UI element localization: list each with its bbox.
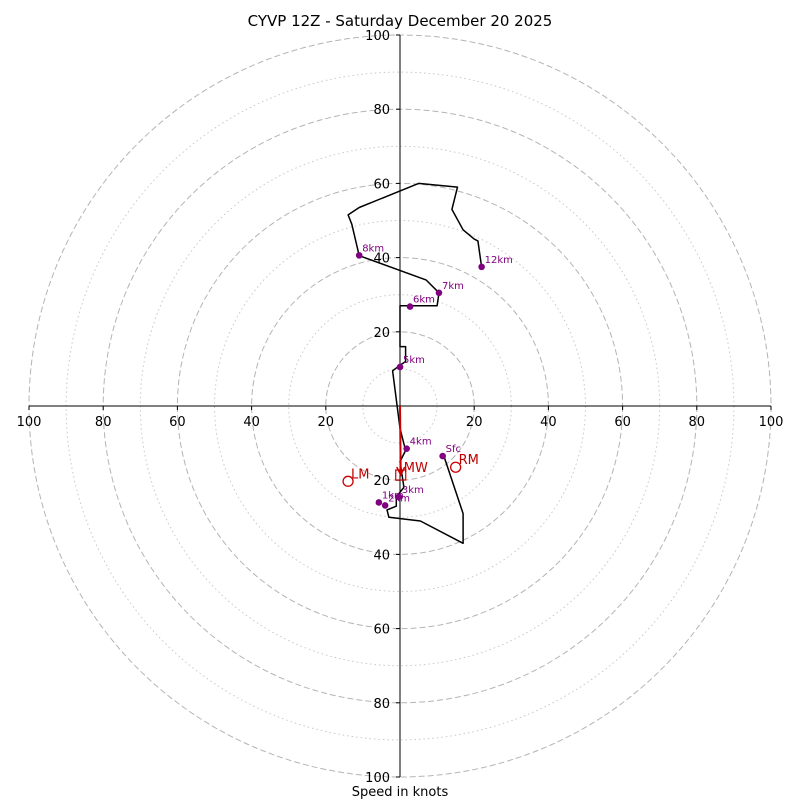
x-tick-label: 80 (95, 415, 112, 430)
height-marker-dot (395, 493, 403, 501)
height-marker-dot (381, 502, 389, 509)
height-marker-dot (403, 445, 410, 452)
height-marker-dot (396, 363, 404, 371)
left-mover-label: LM (351, 467, 369, 482)
height-marker-label: 5km (403, 355, 425, 366)
x-tick-label: 80 (689, 415, 706, 430)
x-axis-label: Speed in knots (352, 785, 449, 800)
height-marker-dot (406, 303, 414, 310)
y-tick-label: 20 (373, 326, 390, 341)
left-mover-marker (342, 475, 354, 487)
y-tick-label: 20 (373, 474, 390, 489)
right-mover-marker (449, 461, 462, 473)
right-mover-label: RM (459, 453, 479, 468)
height-marker-dot (435, 289, 443, 297)
height-marker-dot (375, 499, 383, 506)
height-marker-label: 12km (485, 255, 513, 266)
height-marker-label: Sfc (446, 444, 461, 455)
height-marker-dot (355, 252, 363, 259)
x-tick-label: 60 (614, 415, 631, 430)
height-markers: Sfc1km2km3km4km5km6km7km8km12km (355, 243, 513, 509)
storm-motion: MW RM LM (342, 405, 479, 487)
height-marker-label: 3km (402, 485, 424, 496)
y-tick-label: 60 (373, 623, 390, 638)
mean-wind-marker (395, 469, 407, 481)
chart-title: CYVP 12Z - Saturday December 20 2025 (248, 12, 553, 30)
y-tick-label: 100 (365, 771, 390, 786)
x-tick-label: 40 (540, 415, 557, 430)
wind-trace (347, 182, 483, 545)
x-tick-label: 40 (243, 415, 260, 430)
height-marker-dot (478, 263, 485, 271)
height-marker-label: 6km (413, 295, 435, 306)
height-marker-label: 8km (362, 243, 384, 254)
y-tick-label: 80 (373, 103, 390, 118)
x-tick-label: 20 (466, 415, 483, 430)
mean-wind-label: MW (404, 461, 428, 476)
height-marker-label: 4km (410, 437, 432, 448)
height-marker-label: 1km (382, 490, 404, 501)
x-tick-label: 20 (318, 415, 335, 430)
x-tick-label: 100 (759, 415, 784, 430)
height-marker-label: 7km (442, 281, 464, 292)
x-tick-label: 100 (17, 415, 42, 430)
hodograph-trace (347, 182, 483, 545)
shear-vector (399, 405, 402, 476)
y-tick-label: 100 (365, 29, 390, 44)
y-tick-label: 80 (373, 697, 390, 712)
y-tick-label: 60 (373, 177, 390, 192)
y-tick-label: 40 (373, 548, 390, 563)
tick-labels: 100 80 60 40 20 20 40 60 80 100204060801002040608… (17, 29, 784, 786)
x-tick-label: 60 (169, 415, 186, 430)
height-marker-dot (439, 452, 446, 460)
